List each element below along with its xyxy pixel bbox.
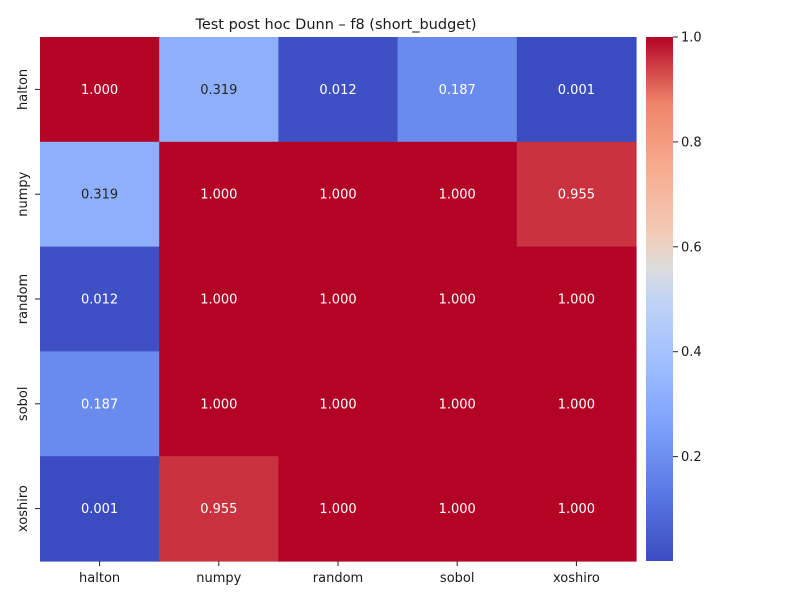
heatmap-cell: [397, 456, 518, 562]
heatmap-cell-label: 1.000: [200, 293, 237, 308]
x-tick-label: halton: [79, 571, 120, 586]
x-tick-label: random: [313, 571, 363, 586]
heatmap-cell-label: 1.000: [439, 502, 476, 517]
heatmap-cell: [278, 456, 399, 562]
heatmap-cell: [516, 456, 637, 562]
heatmap-cell-label: 0.187: [81, 397, 118, 412]
heatmap-cell-label: 0.955: [558, 188, 595, 203]
heatmap-cell-label: 1.000: [200, 188, 237, 203]
heatmap-cell-label: 1.000: [81, 83, 118, 98]
y-tick-label: random: [16, 274, 31, 324]
heatmap-cell-label: 1.000: [558, 502, 595, 517]
heatmap-cell-label: 1.000: [319, 188, 356, 203]
colorbar-tick-label: 1.0: [681, 31, 702, 46]
heatmap-cell-label: 0.012: [319, 83, 356, 98]
heatmap-cell: [516, 246, 637, 352]
heatmap-cell: [159, 456, 279, 562]
heatmap-cell-label: 1.000: [200, 397, 237, 412]
colorbar-tick-label: 0.4: [681, 345, 702, 360]
x-tick-label: xoshiro: [553, 571, 600, 586]
heatmap-cell: [159, 37, 279, 143]
heatmap-cell: [278, 246, 399, 352]
heatmap-cell: [278, 351, 399, 457]
heatmap-cell: [40, 456, 160, 562]
colorbar-gradient: [646, 37, 673, 561]
heatmap-cell-label: 0.012: [81, 293, 118, 308]
heatmap-cells: [40, 37, 637, 562]
heatmap-cell: [40, 141, 160, 248]
heatmap-cell-label: 1.000: [439, 188, 476, 203]
y-tick-label: sobol: [16, 387, 31, 422]
colorbar-ticks: 0.2 0.4 0.6 0.8 1.0: [673, 31, 702, 465]
heatmap-cell: [516, 37, 637, 143]
heatmap-cell: [516, 141, 637, 248]
heatmap-cell: [159, 246, 279, 352]
heatmap-cell-label: 0.187: [439, 83, 476, 98]
heatmap-cell-label: 1.000: [319, 397, 356, 412]
heatmap-cell-label: 0.319: [81, 188, 118, 203]
heatmap-cell-label: 0.319: [200, 83, 237, 98]
y-axis: halton numpy random sobol xoshiro: [16, 69, 40, 532]
x-axis: halton numpy random sobol xoshiro: [79, 561, 600, 586]
heatmap-cell-label: 0.955: [200, 502, 237, 517]
heatmap-cell: [397, 141, 518, 248]
heatmap-cell: [278, 37, 399, 143]
colorbar: 0.2 0.4 0.6 0.8 1.0: [646, 31, 702, 561]
heatmap-cell: [159, 351, 279, 457]
y-tick-label: xoshiro: [16, 485, 31, 532]
heatmap-cell-label: 1.000: [558, 293, 595, 308]
heatmap-cell-label: 1.000: [558, 397, 595, 412]
heatmap-cell: [397, 351, 518, 457]
y-tick-label: halton: [16, 69, 31, 110]
x-tick-label: numpy: [196, 571, 241, 586]
heatmap-cell-label: 1.000: [319, 502, 356, 517]
heatmap-cell-label: 1.000: [439, 397, 476, 412]
heatmap-cell: [397, 246, 518, 352]
colorbar-tick-label: 0.8: [681, 135, 702, 150]
heatmap-cell-label: 1.000: [439, 293, 476, 308]
heatmap-cell-label: 0.001: [81, 502, 118, 517]
heatmap-cell: [397, 37, 518, 143]
chart-title: Test post hoc Dunn – f8 (short_budget): [194, 17, 476, 33]
heatmap-cell: [40, 351, 160, 457]
heatmap-cell: [278, 141, 399, 248]
heatmap-cell-labels: 1.000 0.319 0.012 0.187 0.001 0.319 1.000 1.000…: [81, 83, 595, 517]
heatmap-cell: [40, 37, 160, 143]
x-tick-label: sobol: [440, 571, 475, 586]
colorbar-tick-label: 0.2: [681, 450, 702, 465]
colorbar-tick-label: 0.6: [681, 240, 702, 255]
heatmap-cell: [516, 351, 637, 457]
heatmap-cell-label: 0.001: [558, 83, 595, 98]
heatmap-cell: [40, 246, 160, 352]
heatmap-cell-label: 1.000: [319, 293, 356, 308]
y-tick-label: numpy: [16, 171, 31, 216]
heatmap-cell: [159, 141, 279, 248]
